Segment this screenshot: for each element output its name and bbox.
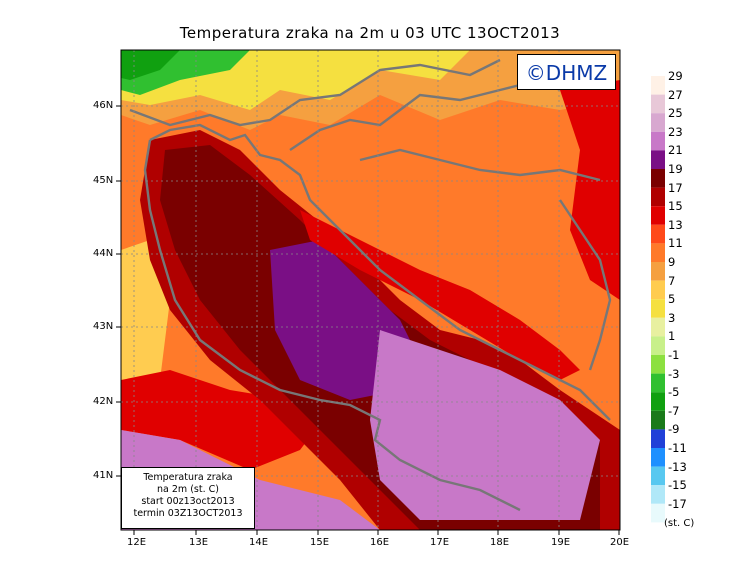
y-tick-label: 41N [93, 470, 114, 481]
colorbar-swatch [651, 262, 665, 281]
colorbar-tick-label: 9 [668, 255, 676, 269]
colorbar-swatch [651, 76, 665, 95]
colorbar-swatch [651, 206, 665, 225]
colorbar-tick-label: 5 [668, 292, 676, 307]
colorbar-swatch [651, 392, 665, 411]
colorbar-swatch [651, 448, 665, 467]
colorbar-swatch [651, 317, 665, 337]
info-box: Temperatura zraka na 2m (st. C) start 00… [121, 467, 255, 529]
colorbar-swatch [651, 169, 665, 188]
map-frame [120, 49, 621, 531]
colorbar-swatch [651, 224, 665, 244]
dhmz-logo: ©DHMZ [517, 54, 616, 90]
info-line-3: start 00z13oct2013 [141, 496, 235, 507]
colorbar-tick-label: -11 [668, 441, 687, 455]
colorbar-swatch [651, 131, 665, 151]
info-line-4: termin 03Z13OCT2013 [133, 508, 243, 519]
colorbar-tick-label: 11 [668, 236, 683, 251]
colorbar-swatch [651, 243, 665, 262]
colorbar-tick-label: 3 [668, 310, 676, 325]
colorbar-tick-label: 13 [668, 217, 683, 232]
colorbar-tick-label: -5 [668, 385, 680, 400]
x-tick-label: 13E [189, 537, 209, 548]
colorbar-tick-label: 29 [668, 69, 683, 83]
colorbar-swatch [651, 336, 665, 355]
y-tick-label: 42N [93, 396, 114, 407]
colorbar-tick-label: 25 [668, 106, 683, 121]
info-line-1: Temperatura zraka [143, 472, 233, 483]
y-tick-label: 44N [93, 248, 114, 259]
colorbar-swatch [651, 355, 665, 374]
info-line-2: na 2m (st. C) [157, 484, 219, 495]
colorbar-swatch [651, 503, 665, 523]
colorbar-tick-label: 21 [668, 143, 683, 158]
x-tick-label: 20E [610, 537, 630, 548]
x-tick-label: 12E [127, 537, 147, 548]
colorbar-tick-label: -13 [668, 459, 687, 474]
axis-ticks [116, 105, 620, 535]
units-label: (st. C) [664, 518, 695, 529]
x-tick-label: 15E [310, 537, 330, 548]
y-tick-label: 45N [93, 175, 114, 186]
colorbar-tick-label: 19 [668, 162, 683, 176]
colorbar-tick-label: 1 [668, 329, 676, 344]
x-tick-label: 19E [551, 537, 571, 548]
y-tick-label: 43N [93, 321, 114, 332]
x-tick-label: 16E [370, 537, 390, 548]
colorbar-swatch [651, 485, 665, 504]
colorbar-tick-label: 23 [668, 124, 683, 139]
colorbar-tick-label: 27 [668, 87, 683, 102]
colorbar-tick-label: -1 [668, 348, 680, 362]
colorbar-swatch [651, 429, 665, 448]
x-tick-label: 18E [490, 537, 510, 548]
colorbar-tick-label: -17 [668, 496, 687, 511]
colorbar-swatch [651, 280, 665, 300]
graticule [121, 50, 620, 530]
colorbar-tick-label: -15 [668, 478, 687, 493]
colorbar-swatch [651, 150, 665, 169]
colorbar-tick-label: -9 [668, 422, 680, 437]
colorbar-tick-label: -3 [668, 366, 680, 381]
colorbar-swatch [651, 410, 665, 430]
colorbar-tick-label: 7 [668, 273, 676, 288]
colorbar-swatch [651, 187, 665, 207]
x-tick-label: 14E [249, 537, 269, 548]
colorbar-swatch [651, 113, 665, 132]
colorbar [651, 76, 665, 523]
colorbar-swatch [651, 373, 665, 393]
x-tick-label: 17E [430, 537, 450, 548]
temperature-field [121, 50, 620, 530]
y-tick-label: 46N [93, 100, 114, 111]
colorbar-tick-label: -7 [668, 403, 680, 418]
colorbar-tick-label: 15 [668, 199, 683, 214]
coastlines [129, 58, 612, 512]
colorbar-swatch [651, 94, 665, 114]
colorbar-swatch [651, 466, 665, 486]
colorbar-swatch [651, 299, 665, 318]
map-title: Temperatura zraka na 2m u 03 UTC 13OCT20… [179, 24, 561, 42]
colorbar-tick-label: 17 [668, 180, 683, 195]
